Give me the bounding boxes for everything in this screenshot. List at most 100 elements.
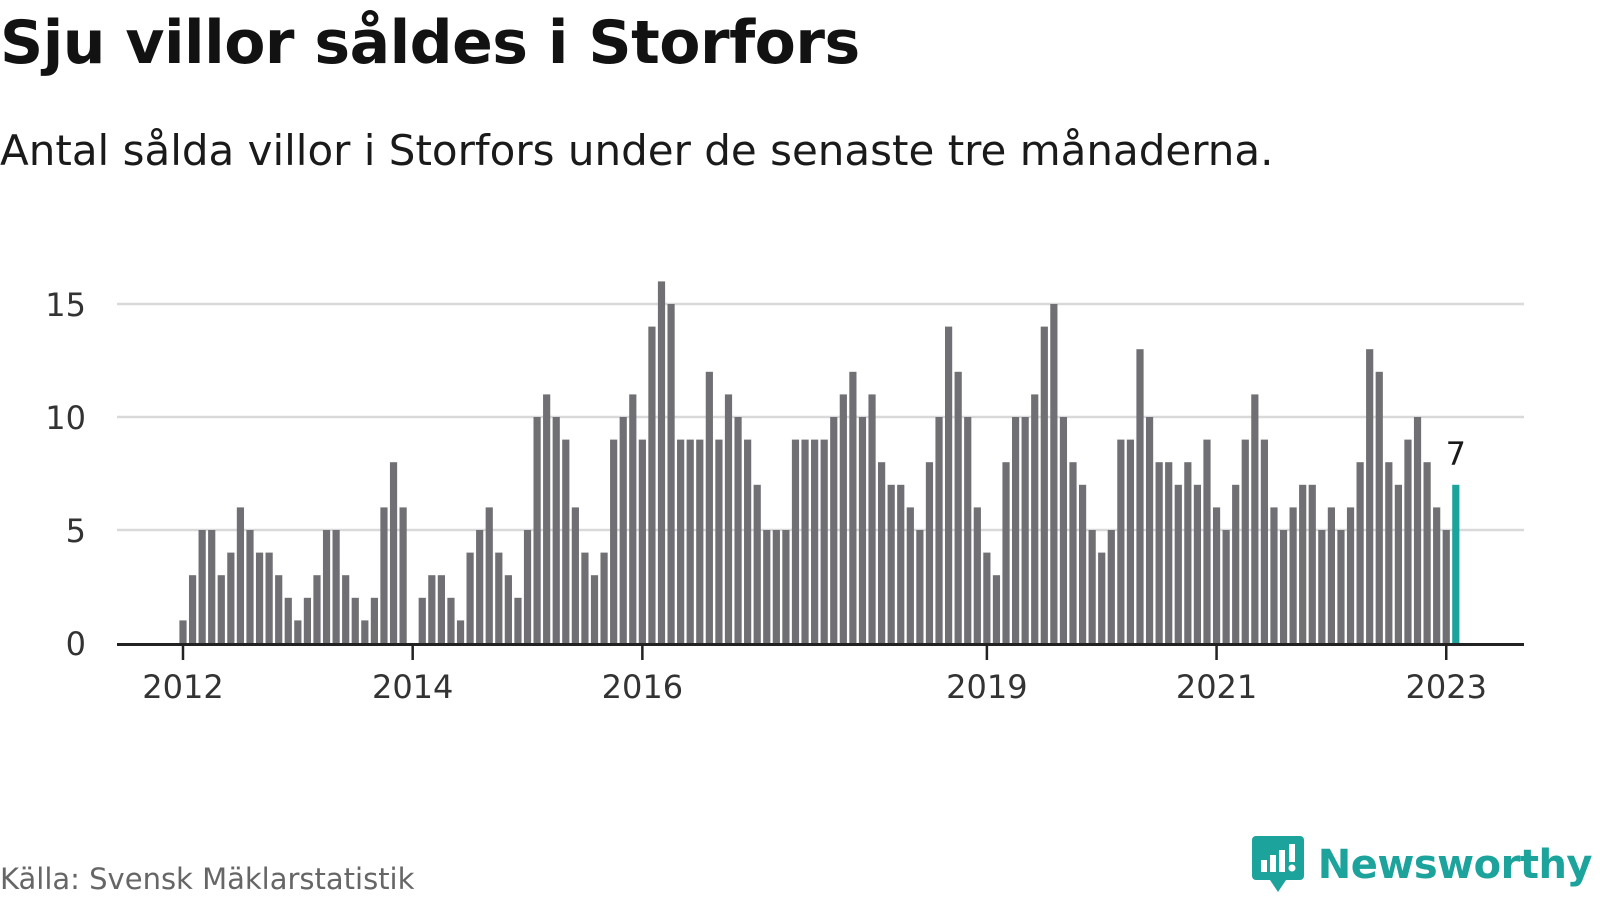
bar (1184, 462, 1192, 643)
bar (1002, 462, 1010, 643)
bar (236, 507, 245, 643)
bar (1346, 507, 1355, 643)
bar (456, 620, 465, 643)
bar (1413, 417, 1422, 643)
bar (945, 326, 953, 643)
bar (1433, 507, 1441, 643)
y-tick-label: 15 (45, 286, 86, 324)
bar (1423, 462, 1431, 643)
bar (830, 417, 838, 643)
bar (772, 530, 780, 643)
bar (677, 439, 685, 643)
bar (495, 552, 503, 643)
bar (801, 439, 809, 643)
bar (897, 484, 905, 643)
bar (227, 552, 235, 643)
bar (1098, 552, 1106, 643)
bar (590, 575, 599, 643)
bar (696, 439, 704, 643)
bar (1174, 484, 1182, 643)
bar (610, 439, 618, 643)
bar (954, 371, 962, 643)
x-axis-ticks: 2012 2014 2016 2019 2021 2023 (142, 644, 1487, 706)
bar (1279, 530, 1288, 643)
bar (1299, 484, 1307, 643)
bar (351, 597, 359, 643)
bar (284, 597, 292, 643)
bar (313, 575, 321, 643)
bar (686, 439, 694, 643)
brand-logo-block[interactable]: Newsworthy (1251, 836, 1593, 892)
bar (1069, 462, 1077, 643)
bar (1222, 530, 1230, 643)
bar (629, 394, 637, 643)
bar (523, 530, 532, 643)
bar (255, 552, 264, 643)
bar (1117, 439, 1125, 643)
bar (447, 597, 455, 643)
bar (600, 552, 608, 643)
y-tick-label: 10 (45, 399, 86, 437)
bar (1050, 304, 1058, 643)
bar (964, 417, 972, 643)
bar (1059, 417, 1068, 643)
bar (906, 507, 914, 643)
bar (763, 530, 771, 643)
bar (418, 597, 426, 643)
bar (265, 552, 273, 643)
bar (811, 439, 819, 643)
bar (849, 371, 857, 643)
x-tick-label: 2016 (602, 668, 683, 706)
bar (820, 439, 828, 643)
bar (246, 530, 254, 643)
bar (476, 530, 484, 643)
newsworthy-logo-icon (1251, 836, 1304, 892)
bar (657, 281, 666, 643)
bar (1289, 507, 1297, 643)
bar (1308, 484, 1316, 643)
bar (724, 394, 733, 643)
gridlines (117, 302, 1524, 532)
bar (1442, 530, 1450, 643)
bar (868, 394, 876, 643)
x-tick-label: 2012 (142, 668, 223, 706)
x-tick-label: 2021 (1176, 668, 1257, 706)
bar (208, 530, 216, 643)
bar (638, 439, 646, 643)
bar (361, 620, 369, 643)
bar (188, 575, 197, 643)
bar (916, 530, 924, 643)
bar-chart: 0 5 10 15 2012 2014 2016 2019 2021 2023 7 (45, 281, 1524, 706)
bar (887, 484, 895, 643)
bar (389, 462, 398, 643)
bar (370, 597, 378, 643)
bar (734, 417, 742, 643)
bar (1366, 349, 1374, 643)
bar (380, 507, 388, 643)
x-tick-label: 2014 (372, 668, 453, 706)
bar (1011, 417, 1020, 643)
bar (782, 530, 790, 643)
bar (303, 597, 312, 643)
bar (562, 439, 570, 643)
bar (332, 530, 340, 643)
bar (791, 439, 800, 643)
bar (437, 575, 445, 643)
bar (1136, 349, 1144, 643)
bar (973, 507, 981, 643)
bar (342, 575, 350, 643)
bar (715, 439, 723, 643)
bar (705, 371, 713, 643)
bar (1394, 484, 1402, 643)
bar (198, 530, 206, 643)
highlight-value-label: 7 (1446, 435, 1466, 473)
bar (1337, 530, 1345, 643)
bar-highlight (1452, 484, 1460, 643)
brand-name: Newsworthy (1317, 842, 1593, 888)
bar (179, 620, 187, 643)
y-tick-label: 5 (66, 512, 86, 550)
bar (1260, 439, 1269, 643)
bar (217, 575, 225, 643)
bar (552, 417, 560, 643)
bar (1078, 484, 1087, 643)
